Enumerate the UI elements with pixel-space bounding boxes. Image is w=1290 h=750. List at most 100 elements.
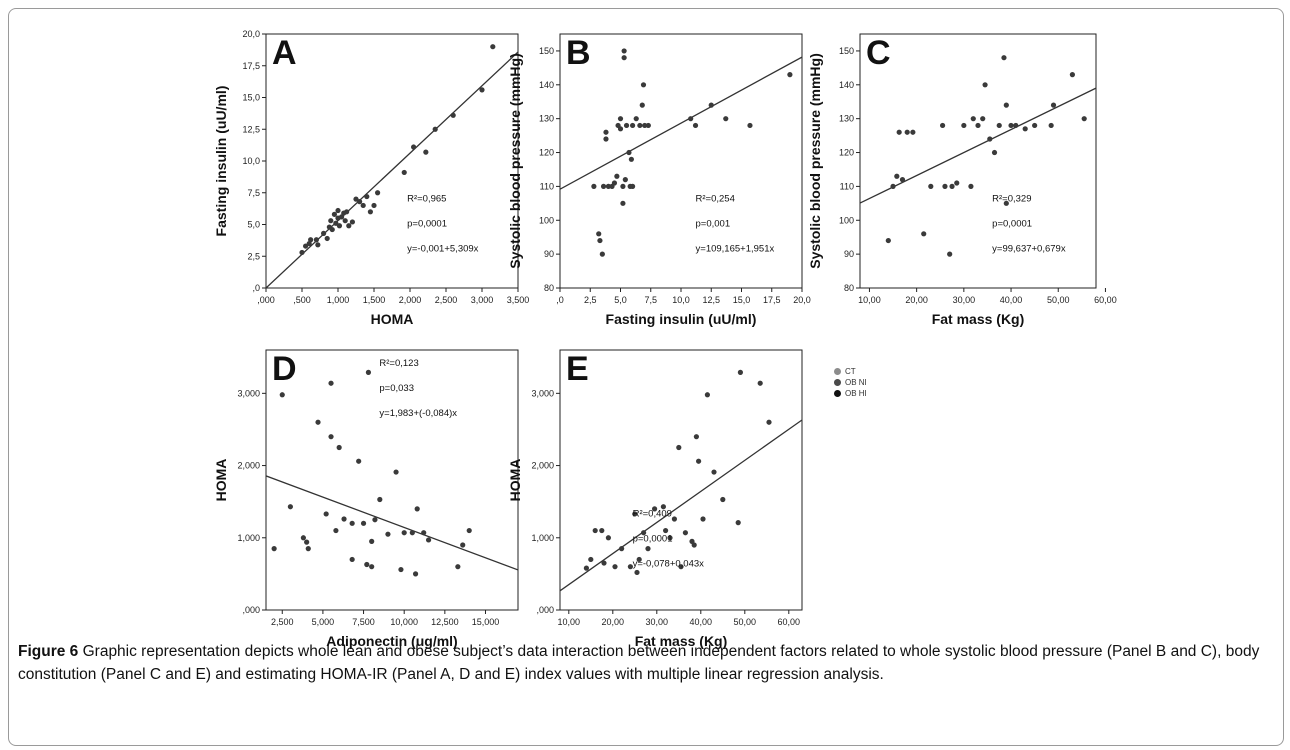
data-point [333, 220, 339, 226]
data-point [652, 506, 658, 512]
data-point [622, 177, 628, 183]
data-point [720, 496, 726, 503]
data-point [385, 531, 391, 537]
x-tick-label: 2,500 [271, 617, 294, 627]
regression-annotation: y=1,983+(-0,084)x [379, 408, 457, 419]
data-point [735, 520, 741, 526]
panel-b: ,0 2,5 5,0 7,5 10,0 12,5 15,0 17,5 20,0 80 90 100 11… [490, 22, 811, 340]
data-point [632, 511, 638, 517]
x-tick-label: 50,00 [1047, 295, 1070, 305]
y-tick-label: 90 [544, 249, 554, 259]
data-point [620, 183, 626, 189]
y-tick-label: 120 [839, 148, 854, 158]
panel-label: D [272, 350, 297, 388]
data-point [968, 183, 974, 189]
x-axis-title: Adiponectin (ug/ml) [326, 633, 457, 649]
y-tick-label: 140 [539, 80, 554, 90]
y-tick-label: 10,0 [242, 156, 260, 166]
data-point [313, 237, 319, 243]
y-axis-title: Fasting insulin (uU/ml) [213, 86, 229, 237]
data-point [466, 527, 472, 534]
data-point [640, 82, 647, 88]
data-point [711, 469, 717, 475]
data-point [660, 504, 666, 510]
regression-annotation: R²=0,965 [407, 194, 446, 205]
data-point [693, 434, 699, 440]
data-point [975, 122, 981, 129]
data-point [460, 542, 466, 548]
data-point [372, 517, 378, 523]
data-point [279, 392, 285, 398]
data-point [639, 102, 645, 108]
data-point [409, 530, 415, 536]
legend-label-ob-hi: OB HI [845, 389, 867, 398]
x-tick-label: 20,0 [793, 295, 811, 305]
data-point [667, 535, 673, 541]
y-axis-title: HOMA [507, 459, 523, 502]
x-axis-title: Fat mass (Kg) [932, 311, 1025, 327]
y-tick-label: 130 [839, 114, 854, 124]
data-point [899, 177, 906, 183]
data-point [490, 44, 496, 50]
panel-a: ,000 ,500 1,000 1,500 2,000 2,500 3,000 3,500 ,0… [196, 22, 529, 340]
data-point [961, 122, 967, 129]
data-point [600, 183, 607, 189]
data-point [356, 458, 362, 464]
data-point [904, 129, 910, 135]
data-point [349, 520, 355, 526]
data-point [894, 173, 900, 179]
regression-annotation: y=99,637+0,679x [992, 244, 1066, 255]
data-point [747, 122, 753, 129]
data-point [634, 569, 640, 576]
data-point [371, 202, 377, 209]
data-point [637, 122, 643, 129]
data-point [333, 527, 339, 534]
data-point [910, 129, 916, 135]
data-point [633, 116, 639, 122]
data-point [645, 546, 651, 552]
data-point [708, 102, 714, 108]
data-point [641, 530, 647, 536]
regression-line [266, 475, 518, 571]
plot-frame [265, 349, 519, 611]
data-point [592, 527, 598, 534]
data-point [369, 564, 375, 570]
data-point [304, 539, 310, 545]
x-tick-label: 1,500 [363, 295, 386, 305]
data-point [328, 380, 334, 386]
data-point [375, 190, 381, 196]
panel-e: 10,00 20,00 30,00 40,00 50,00 60,00 ,000 1,000 2… [490, 340, 810, 649]
data-point [645, 122, 651, 129]
y-tick-label: 100 [539, 215, 554, 225]
data-point [896, 129, 902, 135]
data-point [364, 561, 370, 568]
data-point [303, 243, 309, 249]
x-tick-label: 2,000 [399, 295, 422, 305]
data-point [421, 530, 427, 536]
y-tick-label: 20,0 [242, 29, 260, 39]
data-point [603, 129, 609, 135]
data-point [605, 183, 611, 189]
x-axis-title: Fat mass (Kg) [635, 633, 728, 649]
data-point [947, 251, 953, 257]
data-point [599, 251, 605, 257]
plot-frame [265, 33, 519, 289]
panel-c: 10,00 20,00 30,00 40,00 50,00 60,00 80 90 100 110… [790, 22, 1117, 340]
x-tick-label: 30,00 [646, 617, 669, 627]
data-point [599, 527, 605, 534]
y-tick-label: 15,0 [242, 93, 260, 103]
data-point [704, 392, 710, 398]
y-tick-label: 1,000 [237, 533, 260, 543]
data-point [315, 242, 321, 248]
x-tick-label: ,500 [293, 295, 311, 305]
data-point [305, 546, 311, 552]
x-tick-label: 2,5 [584, 295, 597, 305]
data-point [323, 511, 329, 517]
y-tick-label: 3,000 [237, 388, 260, 398]
regression-annotation: p=0,0001 [407, 219, 447, 230]
plot-frame [559, 349, 803, 611]
y-tick-label: 140 [839, 80, 854, 90]
data-point [329, 226, 335, 233]
regression-annotation: R²=0,123 [379, 358, 418, 369]
y-tick-label: 5,0 [247, 220, 260, 230]
